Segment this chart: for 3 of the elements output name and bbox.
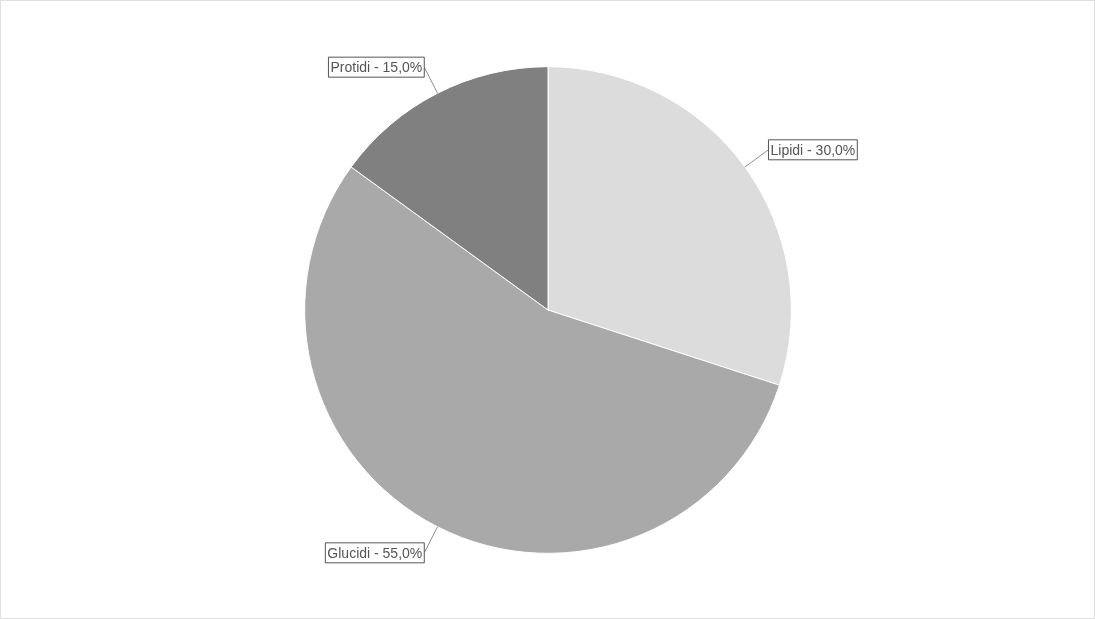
slice-label: Lipidi - 30,0% xyxy=(770,141,856,158)
slice-label: Protidi - 15,0% xyxy=(330,59,423,76)
slice-label: Glucidi - 55,0% xyxy=(327,544,423,561)
